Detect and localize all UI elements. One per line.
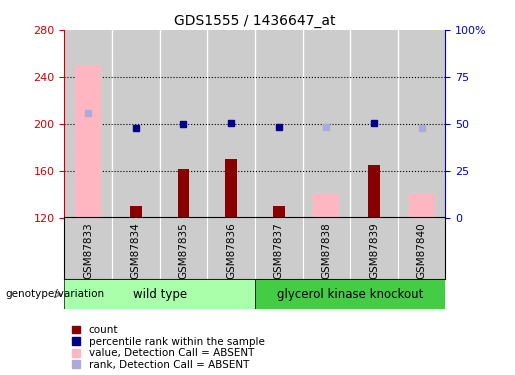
Bar: [350, 217, 398, 279]
Bar: [398, 30, 445, 217]
Text: wild type: wild type: [132, 288, 187, 301]
Bar: [255, 30, 303, 217]
Bar: [112, 30, 160, 217]
Bar: [207, 217, 255, 279]
Bar: [313, 194, 339, 217]
Bar: [64, 217, 112, 279]
Text: GSM87834: GSM87834: [131, 222, 141, 279]
Text: GSM87839: GSM87839: [369, 222, 379, 279]
Text: GSM87838: GSM87838: [321, 222, 331, 279]
Bar: [350, 30, 398, 217]
Bar: [225, 159, 237, 218]
Bar: [408, 194, 435, 217]
Bar: [207, 30, 255, 217]
Bar: [64, 30, 112, 217]
Text: GSM87835: GSM87835: [179, 222, 188, 279]
Text: GSM87840: GSM87840: [417, 222, 426, 279]
Bar: [160, 30, 207, 217]
Bar: [130, 206, 142, 218]
Bar: [398, 217, 445, 279]
Bar: [64, 279, 255, 309]
Bar: [303, 217, 350, 279]
Bar: [160, 217, 207, 279]
Bar: [75, 65, 101, 218]
Text: GSM87837: GSM87837: [274, 222, 284, 279]
Bar: [255, 217, 303, 279]
Bar: [273, 206, 285, 218]
Bar: [303, 30, 350, 217]
Bar: [255, 279, 445, 309]
Bar: [178, 170, 190, 217]
Title: GDS1555 / 1436647_at: GDS1555 / 1436647_at: [174, 13, 336, 28]
Text: GSM87833: GSM87833: [83, 222, 93, 279]
Text: genotype/variation: genotype/variation: [5, 290, 104, 299]
Text: GSM87836: GSM87836: [226, 222, 236, 279]
Legend: count, percentile rank within the sample, value, Detection Call = ABSENT, rank, : count, percentile rank within the sample…: [72, 325, 265, 370]
Bar: [112, 217, 160, 279]
Text: glycerol kinase knockout: glycerol kinase knockout: [277, 288, 423, 301]
Bar: [368, 165, 380, 218]
